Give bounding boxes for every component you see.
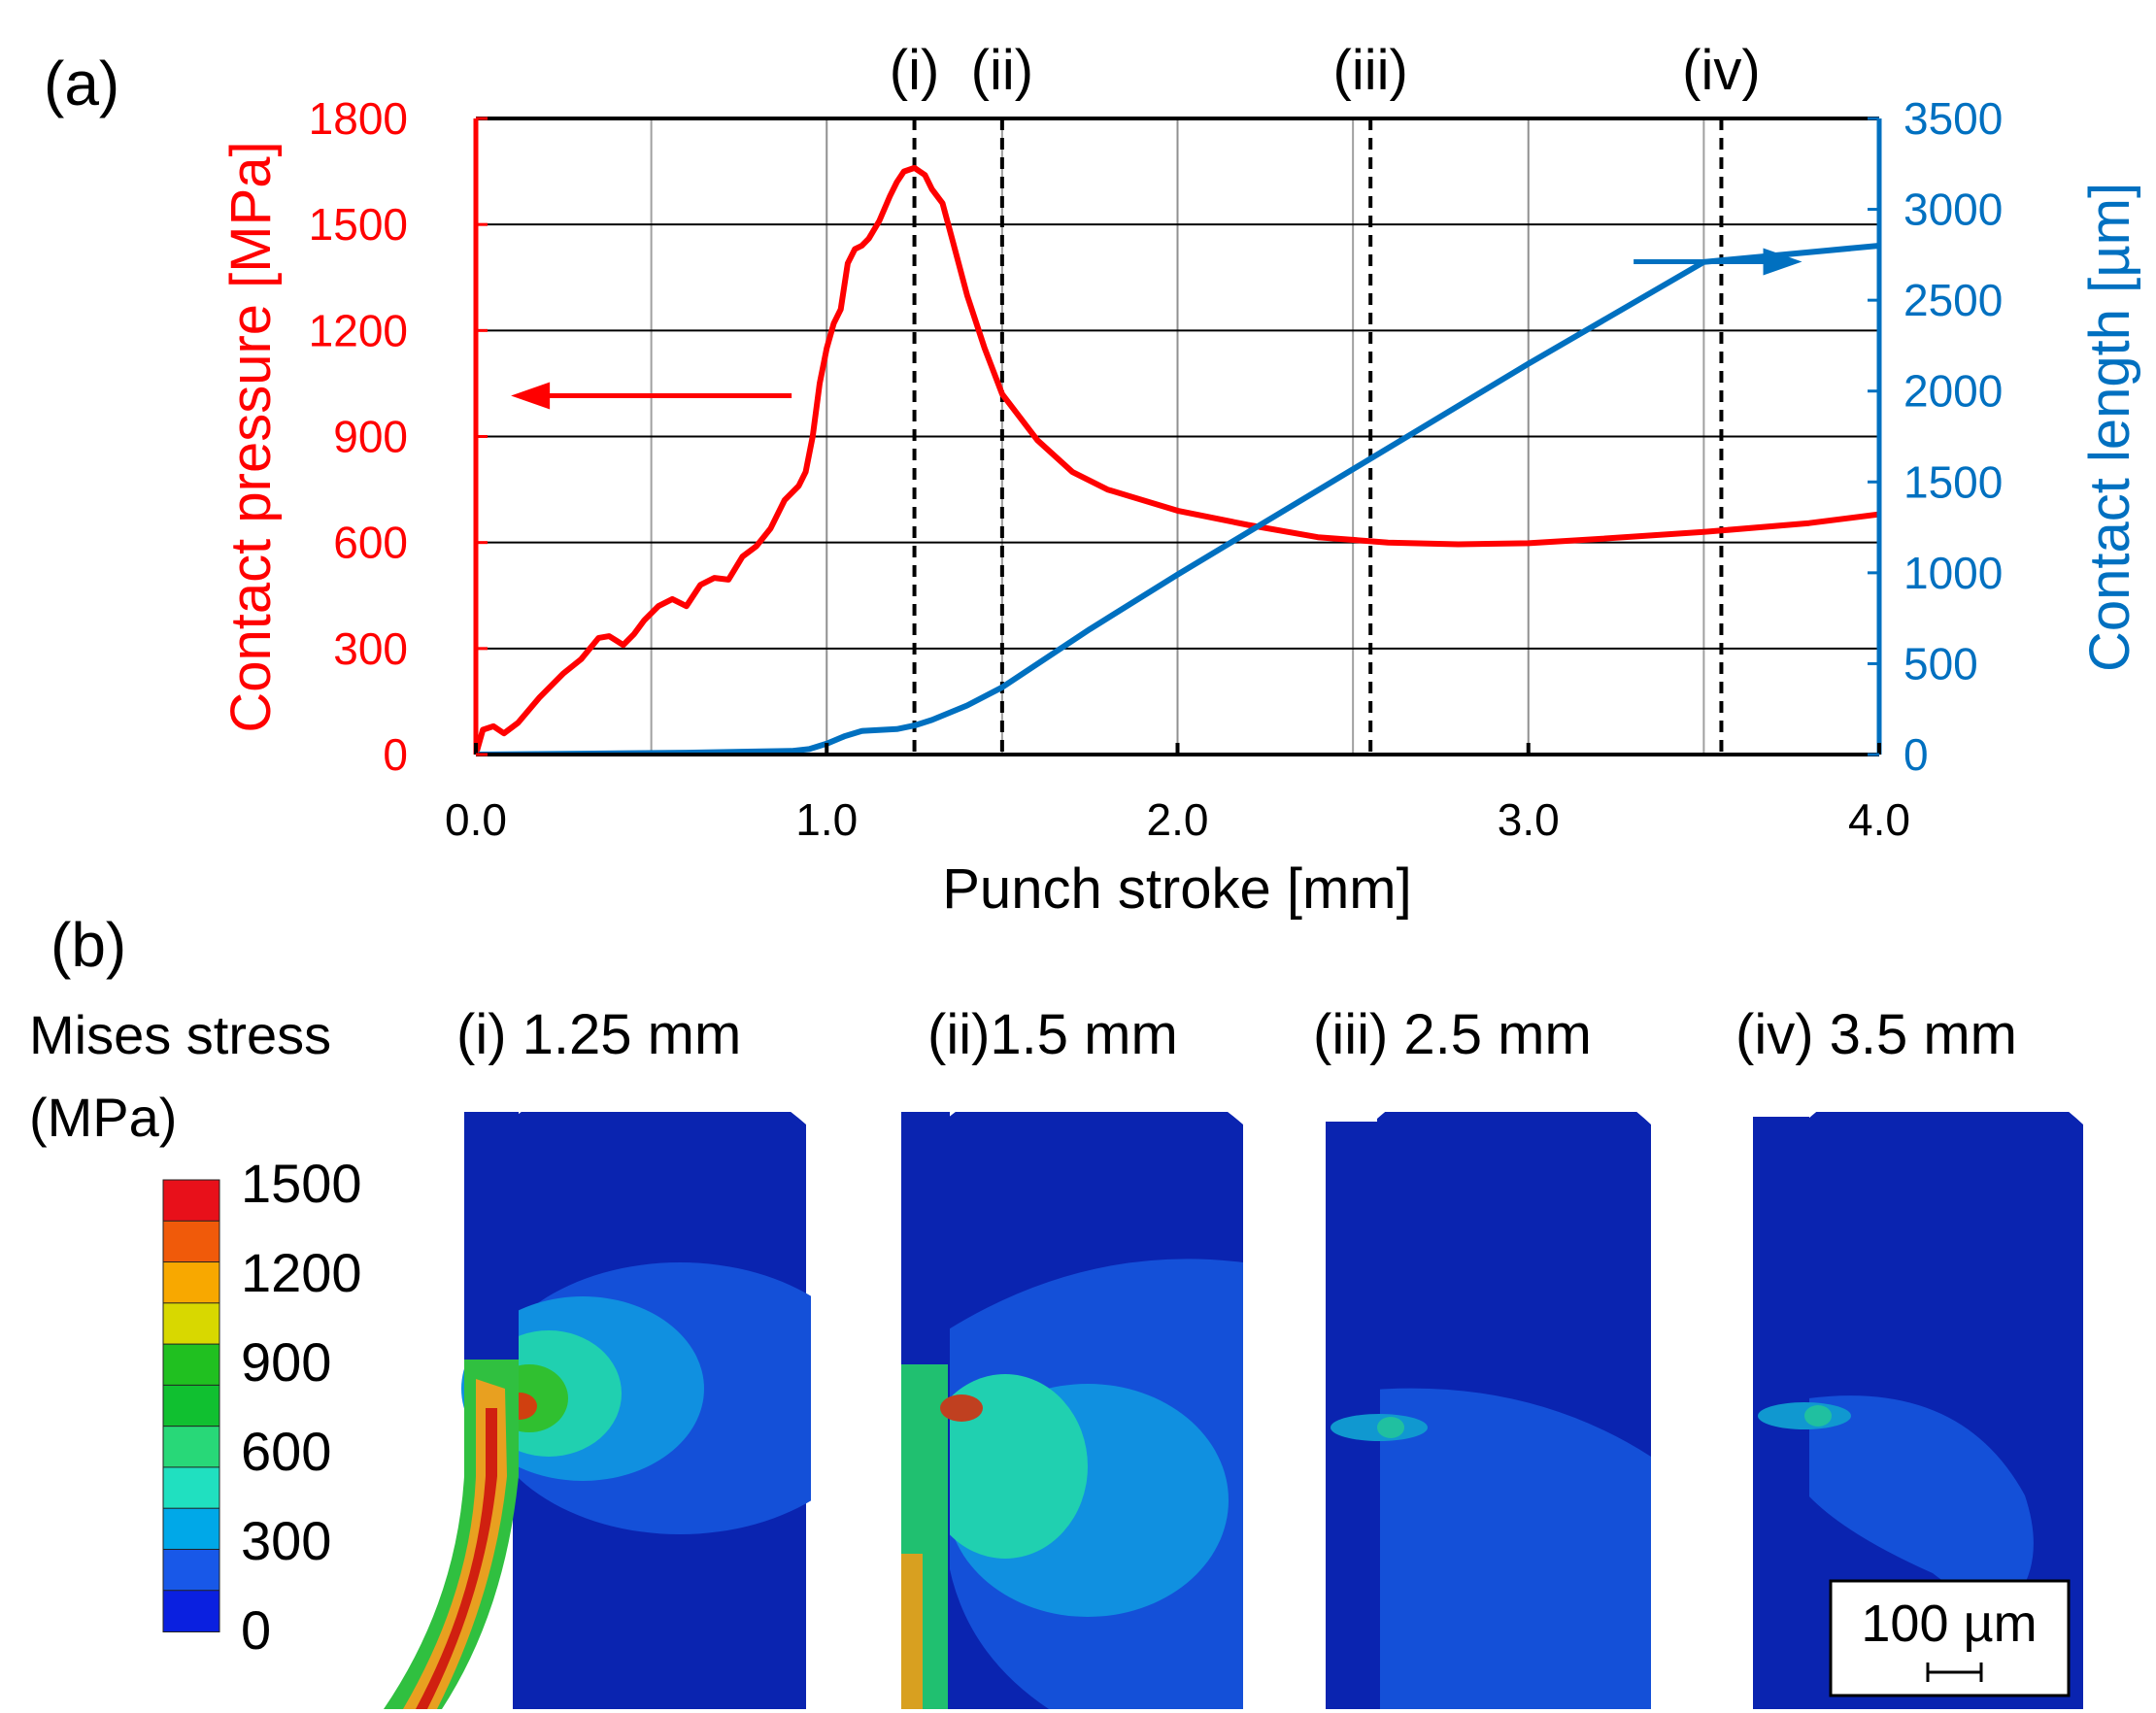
y-right-tick-label-3500: 3500 <box>1903 93 2003 144</box>
colorbar-segment-9 <box>162 1507 220 1551</box>
y-right-tick-label-1000: 1000 <box>1903 548 2003 598</box>
colorbar-segment-11 <box>162 1590 220 1633</box>
colorbar-label-600: 600 <box>241 1421 331 1482</box>
x-tick-label-3.0: 3.0 <box>1498 794 1560 845</box>
snapshot-label-iv: (iv) 3.5 mm <box>1735 1003 2017 1066</box>
colorbar-segment-10 <box>162 1548 220 1592</box>
marker-label-3: (iii) <box>1333 39 1408 102</box>
horizontal-grid <box>476 223 1879 650</box>
stress-colorbar-labels: 1500 1200 900 600 300 0 <box>241 1153 362 1661</box>
legend-title-line1: Mises stress <box>29 1004 331 1065</box>
y-left-tick-label-300: 300 <box>333 623 408 674</box>
snapshot-label-ii: (ii)1.5 mm <box>927 1003 1178 1066</box>
panel-b-label: (b) <box>51 910 126 980</box>
series-lines <box>476 164 1879 755</box>
x-tick-label-2.0: 2.0 <box>1147 794 1209 845</box>
scale-bar-label: 100 µm <box>1861 1595 2037 1653</box>
y-right-tick-label-2000: 2000 <box>1903 366 2003 417</box>
colorbar-segment-4 <box>162 1302 220 1346</box>
y-right-axis-label: Contact length [µm] <box>2078 183 2141 672</box>
colorbar-label-1200: 1200 <box>241 1242 362 1303</box>
marker-label-1: (i) <box>890 39 940 102</box>
colorbar-label-0: 0 <box>241 1599 271 1661</box>
pressure-arrow-head <box>511 382 551 410</box>
y-left-tick-label-900: 900 <box>333 412 408 462</box>
colorbar-segment-3 <box>162 1261 220 1304</box>
y-left-tick-label-600: 600 <box>333 518 408 568</box>
y-right-tick-label-500: 500 <box>1903 638 1978 689</box>
scale-bar-box <box>1829 1579 2071 1697</box>
plot-area: (i) (ii) (iii) (iv) 0.0 1.0 2.0 3.0 4.0 0 300 600… <box>309 39 2004 845</box>
colorbar-segment-1 <box>162 1179 220 1223</box>
x-tick-label-4.0: 4.0 <box>1848 794 1910 845</box>
colorbar-segment-5 <box>162 1343 220 1387</box>
marker-label-2: (ii) <box>971 39 1033 102</box>
colorbar-segment-8 <box>162 1466 220 1510</box>
panel-a-label: (a) <box>44 49 119 118</box>
snapshot-label-i: (i) 1.25 mm <box>456 1003 741 1066</box>
y-right-tick-label-2500: 2500 <box>1903 275 2003 325</box>
y-left-tick-label-1500: 1500 <box>309 199 408 250</box>
y-left-tick-label-1800: 1800 <box>309 93 408 144</box>
fem-contour-iv <box>1753 1112 2083 1709</box>
length-arrow-head <box>1763 248 1802 276</box>
colorbar-segment-7 <box>162 1426 220 1468</box>
x-tick-label-0.0: 0.0 <box>445 794 507 845</box>
marker-lines: (i) (ii) (iii) (iv) <box>890 39 1761 755</box>
y-left-axis-label: Contact pressure [MPa] <box>219 141 283 732</box>
y-right-tick-label-3000: 3000 <box>1903 185 2003 235</box>
y-right-tick-labels: 0 500 1000 1500 2000 2500 3000 3500 <box>1868 93 2003 780</box>
x-axis-label: Punch stroke [mm] <box>942 857 1411 921</box>
colorbar-segment-6 <box>162 1384 220 1428</box>
y-left-tick-label-0: 0 <box>383 729 408 780</box>
legend-title-line2: (MPa) <box>29 1087 177 1148</box>
fem-contour-i <box>384 1112 811 1709</box>
colorbar-label-1500: 1500 <box>241 1153 362 1214</box>
stress-colorbar <box>162 1179 220 1633</box>
colorbar-segment-2 <box>162 1220 220 1263</box>
y-right-tick-label-0: 0 <box>1903 729 1929 780</box>
series-line-contact-length <box>476 243 1879 755</box>
x-tick-label-1.0: 1.0 <box>795 794 858 845</box>
y-left-tick-label-1200: 1200 <box>309 305 408 355</box>
series-line-contact-pressure <box>476 164 1879 755</box>
scale-bar: 100 µm <box>1829 1579 2071 1697</box>
y-left-tick-labels: 0 300 600 900 1200 1500 1800 <box>309 93 488 780</box>
marker-label-4: (iv) <box>1682 39 1761 102</box>
snapshot-label-iii: (iii) 2.5 mm <box>1313 1003 1592 1066</box>
x-tick-labels: 0.0 1.0 2.0 3.0 4.0 <box>445 743 1910 845</box>
colorbar-label-300: 300 <box>241 1510 331 1571</box>
y-right-tick-label-1500: 1500 <box>1903 456 2003 507</box>
colorbar-label-900: 900 <box>241 1331 331 1393</box>
fem-contour-ii <box>901 1112 1243 1709</box>
fem-contour-iii <box>1326 1112 1651 1709</box>
axis-arrows <box>511 248 1802 410</box>
